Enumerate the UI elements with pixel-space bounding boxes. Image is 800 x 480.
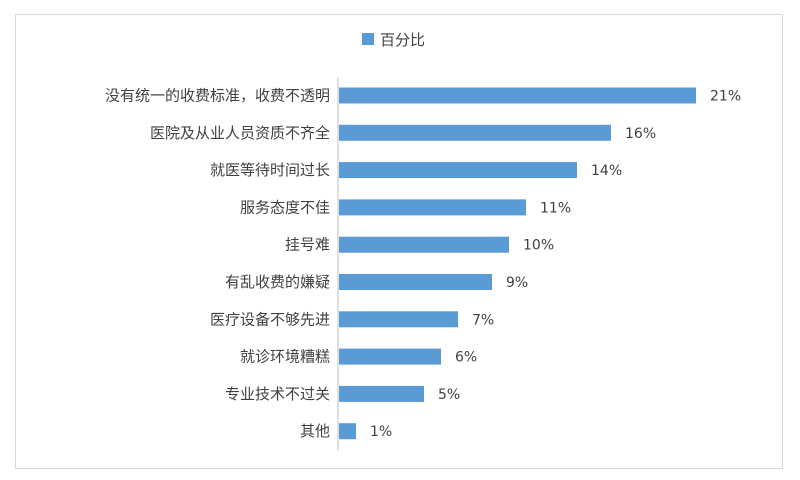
bar: [339, 348, 441, 365]
category-label: 其他: [300, 422, 330, 440]
bar: [339, 162, 577, 179]
category-label: 有乱收费的嫌疑: [225, 273, 330, 291]
plot-area: 没有统一的收费标准，收费不透明 21% 医院及从业人员资质不齐全 16% 就医等待时间过…: [105, 87, 741, 441]
category-label: 服务态度不佳: [240, 198, 330, 216]
data-label: 6%: [455, 350, 477, 366]
category-label: 挂号难: [285, 236, 330, 254]
data-label: 9%: [506, 275, 528, 291]
data-label: 21%: [710, 89, 741, 105]
data-label: 5%: [438, 387, 460, 403]
category-label: 专业技术不过关: [225, 385, 330, 403]
category-label: 医院及从业人员资质不齐全: [150, 124, 330, 142]
data-label: 16%: [625, 126, 656, 142]
bar: [339, 311, 458, 328]
category-label: 没有统一的收费标准，收费不透明: [105, 87, 330, 105]
bar: [339, 124, 611, 141]
data-label: 7%: [472, 312, 494, 328]
category-label: 医疗设备不够先进: [210, 310, 330, 328]
data-label: 10%: [523, 238, 554, 254]
bar: [339, 199, 526, 216]
data-label: 1%: [370, 424, 392, 440]
bar: [339, 423, 356, 440]
legend-swatch: [362, 33, 374, 45]
bar: [339, 236, 509, 253]
data-label: 14%: [591, 163, 622, 179]
legend-label: 百分比: [380, 31, 425, 49]
category-label: 就医等待时间过长: [210, 161, 330, 179]
bar: [339, 87, 696, 104]
legend: 百分比: [362, 31, 425, 49]
bar: [339, 274, 492, 290]
data-label: 11%: [540, 200, 571, 216]
category-label: 就诊环境糟糕: [240, 348, 330, 366]
bar: [339, 385, 424, 402]
